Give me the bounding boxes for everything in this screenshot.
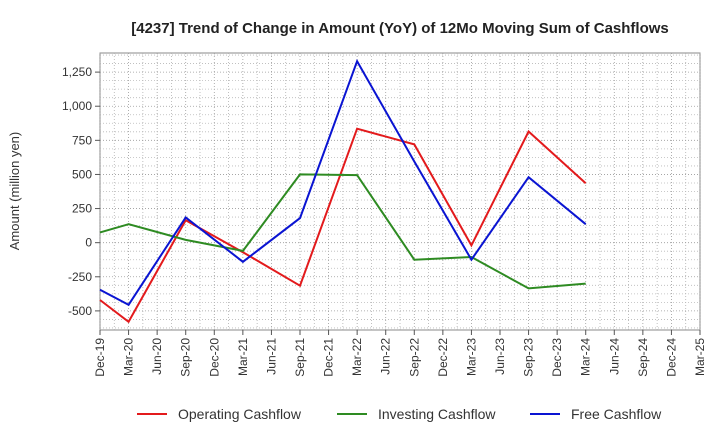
x-tick-label: Dec-20	[207, 338, 221, 377]
x-tick-label: Sep-24	[636, 338, 650, 377]
investing-cashflow-line	[99, 173, 586, 290]
y-tick-label: 500	[72, 167, 92, 181]
x-tick-label: Mar-25	[693, 338, 707, 376]
series-layer	[99, 58, 587, 324]
x-tick-label: Jun-23	[493, 338, 507, 375]
x-tick-label: Sep-23	[522, 338, 536, 377]
y-tick-label: -500	[68, 304, 92, 318]
y-tick-label: 250	[72, 202, 92, 216]
y-axis-label: Amount (million yen)	[7, 132, 22, 251]
x-tick-label: Sep-21	[293, 338, 307, 377]
x-tick-label: Mar-24	[579, 338, 593, 376]
y-tick-label: 750	[72, 133, 92, 147]
x-tick-label: Mar-22	[350, 338, 364, 376]
x-tick-label: Dec-22	[436, 338, 450, 377]
legend-label-investing-cashflow: Investing Cashflow	[378, 406, 496, 422]
x-tick-label: Mar-20	[122, 338, 136, 376]
grid-layer	[99, 53, 701, 330]
x-tick-label: Mar-21	[236, 338, 250, 376]
y-tick-label: 0	[85, 236, 92, 250]
x-tick-label: Sep-20	[179, 338, 193, 377]
x-tick-label: Dec-19	[93, 338, 107, 377]
x-tick-label: Dec-21	[322, 338, 336, 377]
y-tick-label: -250	[68, 270, 92, 284]
legend-label-free-cashflow: Free Cashflow	[571, 406, 662, 422]
x-tick-layer: Dec-19 Mar-20 Jun-20 Sep-20 Dec-20 Mar-21 Jun-…	[93, 330, 707, 377]
operating-cashflow-line	[99, 127, 587, 324]
free-cashflow-line	[99, 58, 587, 307]
y-tick-label: 1,250	[62, 65, 92, 79]
chart-title: [4237] Trend of Change in Amount (YoY) o…	[131, 20, 669, 37]
x-tick-label: Jun-24	[607, 338, 621, 375]
x-tick-label: Jun-20	[150, 338, 164, 375]
x-tick-label: Jun-21	[264, 338, 278, 375]
x-tick-label: Dec-24	[664, 338, 678, 377]
x-tick-label: Jun-22	[379, 338, 393, 375]
x-tick-label: Dec-23	[550, 338, 564, 377]
x-tick-label: Mar-23	[464, 338, 478, 376]
x-tick-label: Sep-22	[407, 338, 421, 377]
y-tick-layer: -500 -250 0 250 500 750 1,000 1,250	[62, 65, 100, 318]
legend-label-operating-cashflow: Operating Cashflow	[178, 406, 302, 422]
legend: Operating Cashflow Investing Cashflow Free…	[137, 406, 662, 422]
y-tick-label: 1,000	[62, 99, 92, 113]
